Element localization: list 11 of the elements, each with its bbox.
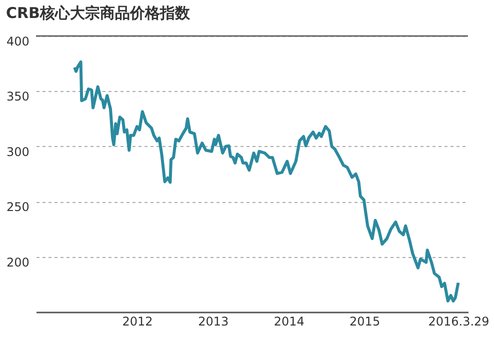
x-tick-label: 2016.3.29 (428, 314, 490, 328)
x-tick-label: 2013 (198, 314, 229, 328)
chart-title: CRB核心大宗商品价格指数 (6, 4, 191, 22)
y-tick-label: 250 (6, 200, 30, 214)
x-tick-label: 2015 (350, 314, 380, 328)
y-tick-label: 300 (6, 144, 30, 159)
y-tick-label: 200 (6, 255, 30, 270)
x-tick-label: 2012 (122, 314, 153, 328)
y-tick-label: 350 (6, 90, 30, 104)
x-tick-label: 2014 (274, 314, 304, 328)
y-tick-label: 400 (6, 34, 30, 48)
